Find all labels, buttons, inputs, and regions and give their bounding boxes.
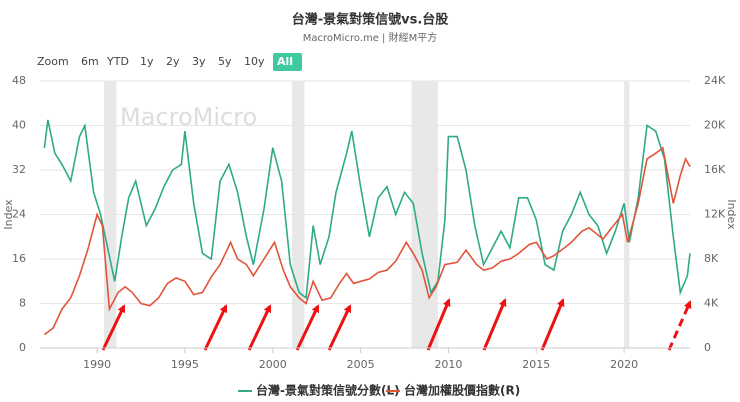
range-button[interactable]: 6m	[81, 55, 99, 68]
y-tick-label: 0	[19, 341, 26, 354]
y2-tick-label: 16K	[704, 163, 726, 176]
range-button[interactable]: 5y	[218, 55, 232, 68]
x-tick-label: 2015	[522, 358, 550, 371]
range-button[interactable]: 1y	[140, 55, 154, 68]
range-selector: Zoom 6m YTD 1y 2y 3y 5y 10y All	[37, 53, 302, 71]
arrow	[482, 298, 507, 351]
x-tick-label: 2000	[259, 358, 287, 371]
x-tick-label: 2020	[610, 358, 638, 371]
annotation-arrows	[101, 298, 692, 351]
chart-subtitle: MacroMicro.me | 財經M平方	[303, 31, 437, 44]
y-tick-label: 32	[12, 163, 26, 176]
y-tick-label: 24	[12, 208, 26, 221]
y2-tick-label: 4K	[704, 297, 719, 310]
y2-tick-label: 20K	[704, 119, 726, 132]
y-tick-label: 16	[12, 252, 26, 265]
arrow	[203, 304, 228, 351]
x-tick-label: 2010	[434, 358, 462, 371]
y2-tick-label: 12K	[704, 208, 726, 221]
legend-label[interactable]: 台灣-景氣對策信號分數(L)	[256, 383, 400, 398]
y-tick-label: 48	[12, 74, 26, 87]
y2-axis-label: Index	[725, 199, 738, 230]
watermark: MacroMicro	[120, 103, 257, 131]
series-line	[43, 146, 691, 336]
arrow	[295, 304, 320, 351]
range-button-bg[interactable]	[273, 53, 302, 71]
range-button[interactable]: 3y	[192, 55, 206, 68]
y2-tick-label: 8K	[704, 252, 719, 265]
y2-tick-label: 24K	[704, 74, 726, 87]
y-axis-label: Index	[2, 199, 15, 230]
y2-tick-label: 0	[704, 341, 711, 354]
range-button[interactable]: Zoom	[37, 55, 69, 68]
arrow	[426, 298, 451, 351]
range-button[interactable]: 2y	[166, 55, 180, 68]
arrow	[667, 300, 692, 351]
arrow	[540, 298, 565, 351]
legend: 台灣-景氣對策信號分數(L) 台灣加權股價指數(R)	[238, 383, 520, 398]
arrow	[327, 304, 352, 351]
arrow	[101, 304, 126, 351]
series-line	[43, 119, 691, 300]
x-tick-label: 2005	[347, 358, 375, 371]
x-tick-label: 1995	[171, 358, 199, 371]
range-button[interactable]: YTD	[106, 55, 129, 68]
x-tick-label: 1990	[83, 358, 111, 371]
chart-title: 台灣-景氣對策信號vs.台股	[292, 12, 449, 28]
axes: 0 8 16 24 32 40 48 0 4K 8K 12K 16K 20K 24K 1990 1995 200…	[2, 74, 738, 371]
y-tick-label: 40	[12, 119, 26, 132]
range-button[interactable]: 10y	[244, 55, 265, 68]
plot	[43, 119, 691, 336]
y-tick-label: 8	[19, 297, 26, 310]
range-button[interactable]: All	[277, 55, 293, 68]
legend-label[interactable]: 台灣加權股價指數(R)	[404, 383, 520, 398]
arrow	[247, 304, 272, 351]
